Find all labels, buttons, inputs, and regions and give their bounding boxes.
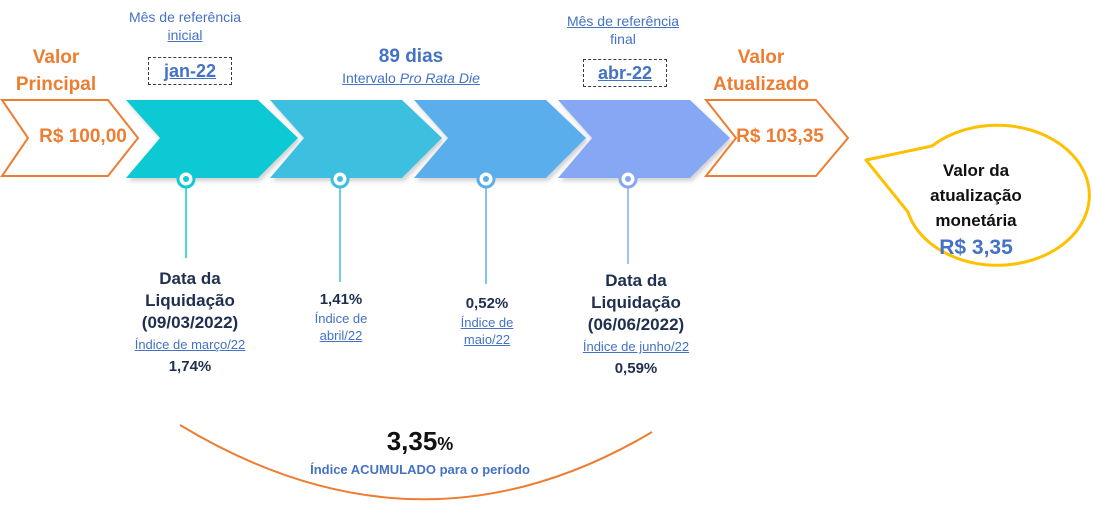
- ref-initial-line2: inicial: [167, 27, 203, 43]
- ref-final-month: abr-22: [583, 59, 667, 87]
- marker-1-title-2: Liquidação: [145, 291, 235, 310]
- marker-4-title-2: Liquidação: [591, 293, 681, 312]
- bubble-line2: atualização: [930, 186, 1022, 205]
- principal-chevron: [0, 99, 140, 177]
- marker-2-value: 1,41%: [319, 291, 363, 308]
- updated-chevron: [703, 99, 850, 177]
- accumulated-unit: %: [437, 434, 454, 454]
- principal-value: R$ 100,00: [39, 126, 127, 147]
- marker-3: [476, 169, 496, 284]
- principal-label-text: Valor Principal: [15, 47, 97, 95]
- accumulated-value-line: 3,35%: [280, 426, 560, 461]
- marker-1: [176, 169, 196, 258]
- ref-final-line1: Mês de referência: [566, 13, 680, 29]
- chevron-april: [414, 100, 586, 178]
- bubble-outline: [864, 123, 1091, 267]
- interval-days: 89 dias: [378, 46, 444, 67]
- marker-1-title-1: Data da: [159, 269, 221, 288]
- marker-1-title-3: (09/03/2022): [141, 313, 239, 332]
- interval-prefix: Intervalo: [342, 70, 400, 86]
- interval-emphasis: Pro Rata Die: [399, 70, 480, 86]
- ref-initial-caption: Mês de referência inicial: [110, 8, 260, 44]
- chevron-march: [270, 100, 442, 178]
- updated-value: R$ 103,35: [736, 126, 824, 147]
- marker-2-text: 1,41% Índice de abril/22: [286, 290, 396, 344]
- marker-4-index-label: Índice de junho/22: [582, 339, 690, 354]
- ref-initial-month: jan-22: [148, 57, 232, 85]
- marker-1-value: 1,74%: [168, 358, 212, 375]
- accumulated-value: 3,35: [386, 426, 438, 456]
- marker-2: [330, 169, 350, 282]
- bubble-text: Valor da atualização monetária R$ 3,35: [906, 158, 1046, 263]
- marker-3-text: 0,52% Índice de maio/22: [432, 294, 542, 348]
- marker-4-text: Data da Liquidação (06/06/2022) Índice d…: [546, 270, 726, 379]
- updated-label-text: Valor Atualizado: [712, 47, 810, 95]
- ref-initial-line1: Mês de referência: [128, 9, 242, 25]
- bubble-value: R$ 3,35: [939, 236, 1013, 259]
- accumulated-block: 3,35% Índice ACUMULADO para o período: [280, 426, 560, 478]
- accumulated-arc: [179, 424, 653, 501]
- interval-caption: Intervalo Pro Rata Die: [290, 70, 532, 86]
- marker-4-title-3: (06/06/2022): [587, 315, 685, 334]
- bubble-line3: monetária: [935, 211, 1017, 230]
- ref-final-caption: Mês de referência final: [548, 12, 698, 48]
- marker-4: [618, 169, 638, 264]
- updated-label: Valor Atualizado: [700, 44, 822, 98]
- marker-1-index-label: Índice de março/22: [134, 337, 246, 352]
- marker-4-title-1: Data da: [605, 271, 667, 290]
- marker-3-index-line2: maio/22: [463, 332, 511, 347]
- marker-1-text: Data da Liquidação (09/03/2022) Índice d…: [100, 268, 280, 377]
- marker-3-index-line1: Índice de: [460, 315, 514, 330]
- bubble-line1: Valor da: [942, 161, 1010, 180]
- ref-final-line2: final: [610, 31, 636, 47]
- marker-3-value: 0,52%: [465, 295, 509, 312]
- chevron-january: [126, 100, 298, 178]
- accumulated-label: Índice ACUMULADO para o período: [310, 462, 530, 477]
- marker-2-index-line1: Índice de: [314, 311, 368, 326]
- principal-label: Valor Principal: [0, 44, 112, 98]
- marker-2-index-line2: abril/22: [319, 328, 363, 343]
- chevron-may: [558, 100, 730, 178]
- marker-4-value: 0,59%: [614, 360, 658, 377]
